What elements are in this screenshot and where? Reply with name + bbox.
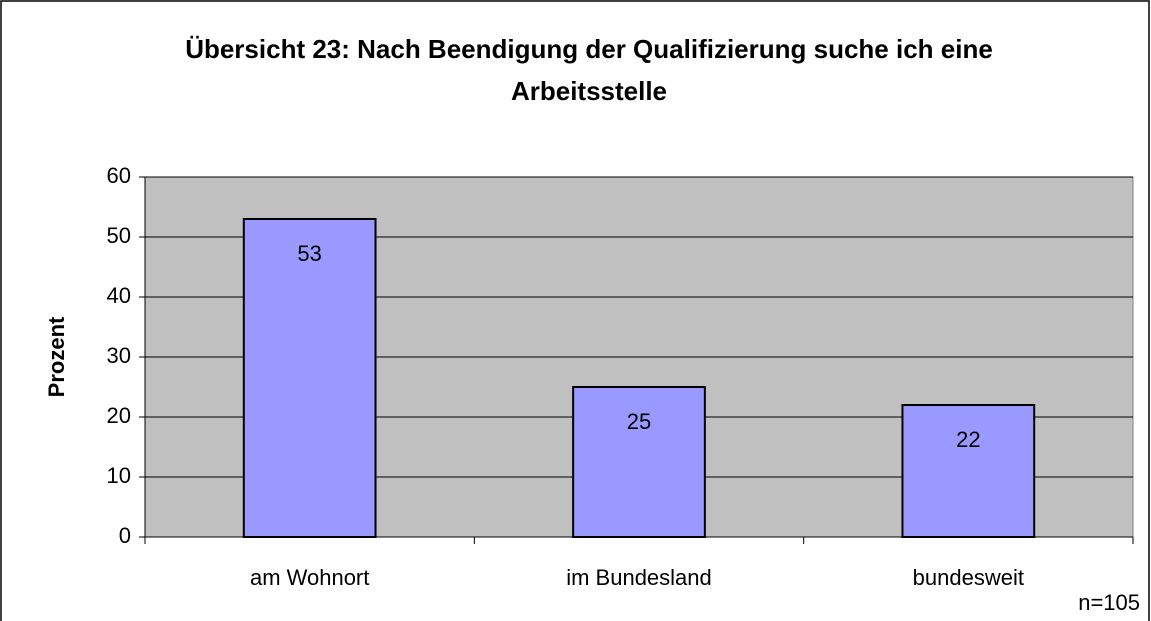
y-tick-label: 20 — [107, 403, 131, 428]
x-tick-label: am Wohnort — [250, 565, 369, 590]
data-label: 22 — [956, 427, 980, 452]
y-tick-label: 40 — [107, 283, 131, 308]
x-tick-label: bundesweit — [913, 565, 1024, 590]
chart-title: Übersicht 23: Nach Beendigung der Qualif… — [185, 34, 993, 106]
bar — [901, 404, 1036, 538]
y-tick-label: 10 — [107, 463, 131, 488]
bar — [572, 386, 706, 538]
y-tick-label: 50 — [107, 223, 131, 248]
data-label: 25 — [627, 409, 651, 434]
y-tick-label: 30 — [107, 343, 131, 368]
annotation: n=105 — [1078, 590, 1140, 615]
data-label: 53 — [297, 241, 321, 266]
y-tick-label: 0 — [119, 523, 131, 548]
y-tick-label: 60 — [107, 163, 131, 188]
bar — [242, 218, 377, 538]
y-axis-label: Prozent — [44, 316, 69, 397]
x-tick-label: im Bundesland — [566, 565, 712, 590]
